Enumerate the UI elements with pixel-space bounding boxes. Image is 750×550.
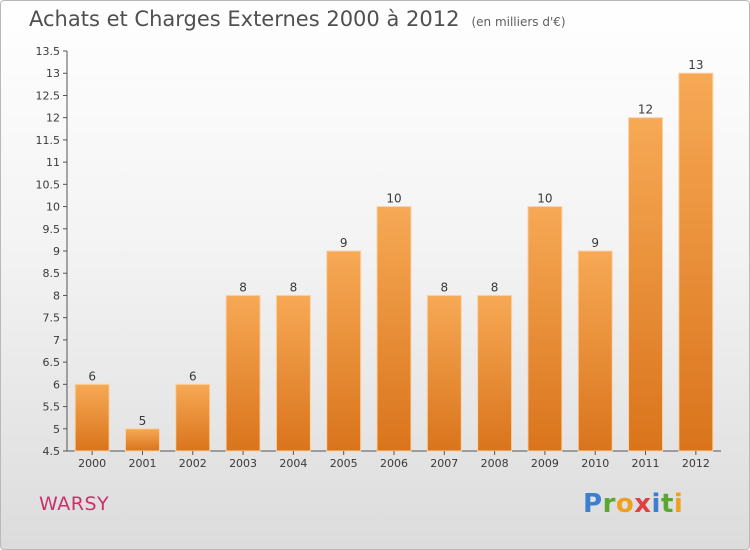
y-tick-label: 10.5 (36, 178, 61, 191)
x-tick-label: 2005 (330, 457, 358, 470)
bar-value-label: 6 (189, 369, 197, 383)
x-tick-label: 2012 (682, 457, 710, 470)
bar (74, 383, 110, 452)
x-tick-label: 2000 (78, 457, 106, 470)
bar-value-label: 8 (290, 280, 298, 294)
y-tick-label: 10 (46, 201, 60, 214)
y-tick-label: 6.5 (43, 356, 61, 369)
bar (426, 294, 462, 452)
bar (124, 428, 160, 452)
bar-value-label: 12 (638, 103, 653, 117)
bar (326, 250, 362, 452)
bar-value-label: 8 (239, 280, 247, 294)
y-tick-label: 11 (46, 156, 60, 169)
logo-letter: i (651, 489, 661, 519)
bar (527, 206, 563, 452)
logo-letter: o (615, 489, 635, 519)
commune-name: WARSY (39, 493, 110, 515)
bar-value-label: 9 (340, 236, 348, 250)
x-tick-label: 2008 (481, 457, 509, 470)
bar-value-label: 6 (88, 369, 96, 383)
logo-letter: P (583, 489, 603, 519)
y-tick-label: 4.5 (43, 445, 61, 458)
y-tick-label: 12.5 (36, 89, 61, 102)
logo-letter: i (673, 489, 684, 519)
x-tick-label: 2004 (279, 457, 307, 470)
chart-unit: (en milliers d'€) (471, 15, 566, 29)
logo-letter: r (602, 489, 616, 519)
y-tick-label: 13.5 (36, 45, 61, 58)
x-tick-label: 2006 (380, 457, 408, 470)
proxiti-logo: Proxiti (583, 489, 683, 519)
bar (175, 383, 211, 452)
x-tick-label: 2002 (179, 457, 207, 470)
bar (577, 250, 613, 452)
bar-value-label: 9 (591, 236, 599, 250)
x-tick-label: 2010 (581, 457, 609, 470)
bar (678, 72, 714, 452)
x-tick-label: 2007 (430, 457, 458, 470)
bar (376, 206, 412, 452)
y-tick-label: 7.5 (43, 312, 61, 325)
y-tick-label: 11.5 (36, 134, 61, 147)
bar-value-label: 8 (440, 280, 448, 294)
bar-value-label: 10 (537, 192, 552, 206)
bar (628, 117, 664, 452)
y-tick-label: 6 (53, 378, 60, 391)
bar-value-label: 8 (491, 280, 499, 294)
logo-letter: t (660, 489, 674, 519)
y-tick-label: 9.5 (43, 223, 61, 236)
bar-value-label: 10 (386, 192, 401, 206)
bar (477, 294, 513, 452)
y-tick-label: 13 (46, 67, 60, 80)
x-tick-label: 2003 (229, 457, 257, 470)
logo-letter: x (634, 489, 652, 519)
y-tick-label: 7 (53, 334, 60, 347)
x-tick-label: 2011 (632, 457, 660, 470)
bar (275, 294, 311, 452)
y-tick-label: 5 (53, 423, 60, 436)
y-tick-label: 8.5 (43, 267, 61, 280)
y-tick-label: 9 (53, 245, 60, 258)
y-tick-label: 8 (53, 289, 60, 302)
chart-title-text: Achats et Charges Externes 2000 à 2012 (29, 7, 460, 31)
y-tick-label: 5.5 (43, 401, 61, 414)
x-tick-label: 2001 (128, 457, 156, 470)
y-tick-label: 12 (46, 112, 60, 125)
bar-value-label: 13 (688, 58, 703, 72)
bar-value-label: 5 (139, 414, 147, 428)
bar (225, 294, 261, 452)
chart-title: Achats et Charges Externes 2000 à 2012 (e… (29, 7, 566, 31)
x-tick-label: 2009 (531, 457, 559, 470)
